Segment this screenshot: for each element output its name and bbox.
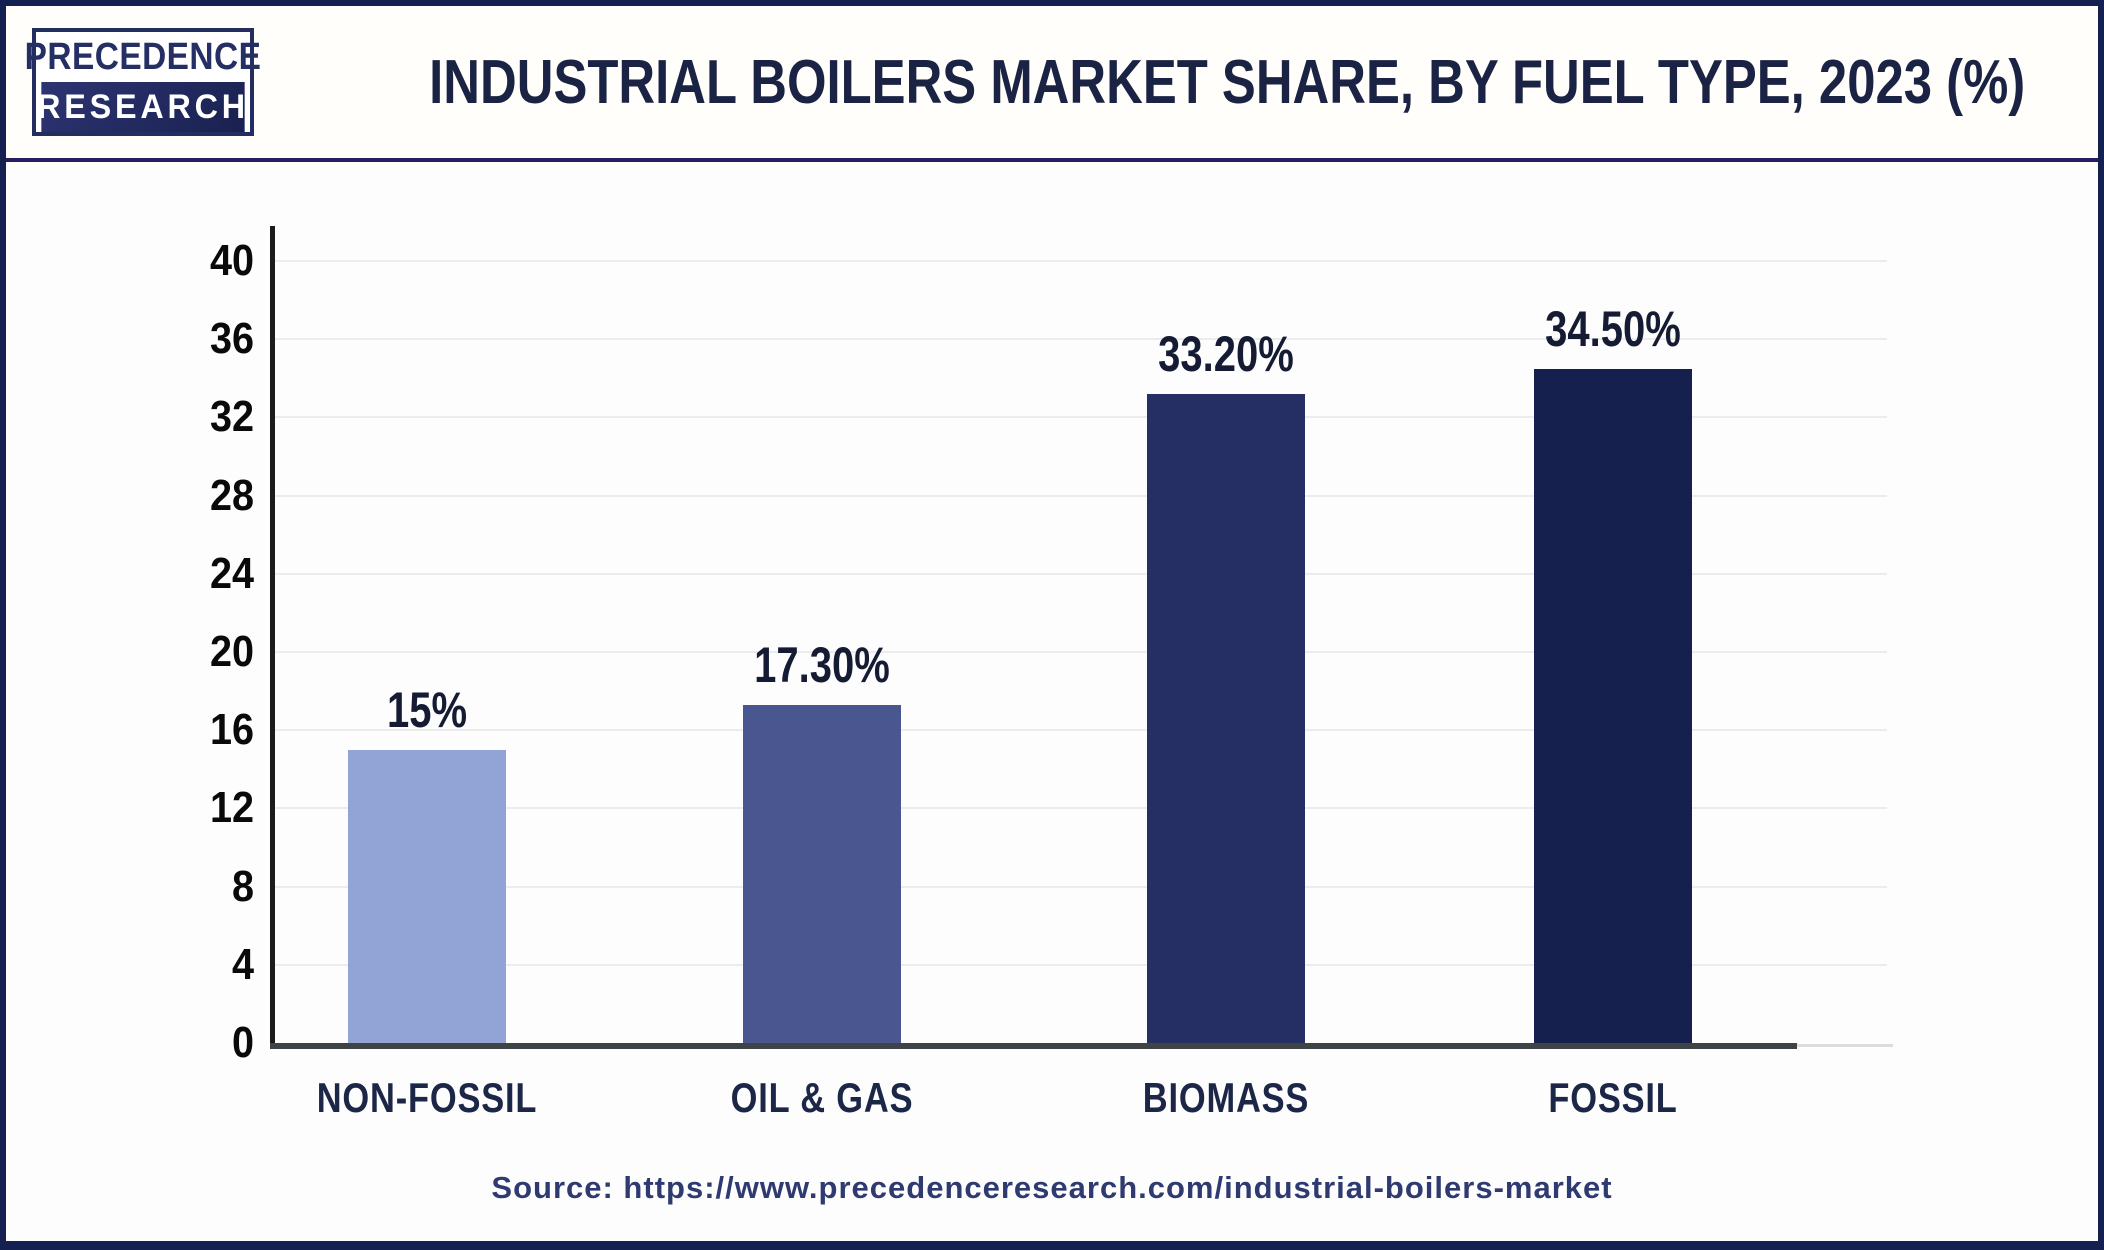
source-link[interactable]: Source: https://www.precedenceresearch.c… [491, 1170, 1613, 1205]
y-tick-40: 40 [209, 236, 254, 285]
title-wrap: INDUSTRIAL BOILERS MARKET SHARE, BY FUEL… [254, 47, 2098, 118]
gridline-8 [275, 885, 1887, 888]
x-label-fossil: FOSSIL [1548, 1074, 1678, 1121]
gridline-36 [275, 338, 1887, 341]
value-label-biomass: 33.20% [1158, 325, 1294, 382]
bar-fossil [1534, 368, 1692, 1043]
page-title: INDUSTRIAL BOILERS MARKET SHARE, BY FUEL… [429, 47, 2026, 117]
gridline-16 [275, 729, 1887, 732]
x-label-non-fossil: NON-FOSSIL [316, 1074, 538, 1121]
brand-logo-line1: PRECEDENCE [25, 32, 261, 82]
x-label-oil-gas: OIL & GAS [730, 1074, 914, 1121]
header-separator [6, 158, 2098, 162]
x-label-biomass: BIOMASS [1142, 1074, 1310, 1121]
gridline-24 [275, 572, 1887, 575]
gridline-4 [275, 963, 1887, 966]
x-axis-line [270, 1043, 1797, 1049]
y-tick-4: 4 [231, 939, 254, 989]
gridline-28 [275, 494, 1887, 497]
value-label-non-fossil: 15% [386, 681, 468, 738]
bar-oil-gas [743, 704, 901, 1043]
brand-logo: PRECEDENCE RESEARCH [25, 28, 261, 136]
y-tick-28: 28 [209, 470, 254, 520]
gridline-20 [275, 651, 1887, 653]
y-tick-16: 16 [209, 705, 254, 755]
bar-biomass [1147, 393, 1305, 1043]
gridline-32 [275, 416, 1887, 419]
y-tick-0: 0 [231, 1018, 254, 1067]
y-axis-line [270, 226, 275, 1049]
bar-non-fossil [348, 749, 506, 1043]
y-tick-36: 36 [209, 314, 254, 364]
y-tick-24: 24 [209, 548, 254, 598]
gridline-40 [275, 260, 1887, 262]
value-label-oil-gas: 17.30% [754, 636, 890, 693]
x-axis-extension [1797, 1044, 1893, 1047]
y-tick-12: 12 [209, 783, 254, 833]
plot-area: 0 4 8 12 16 20 24 28 32 36 40 15% NON-FOSSIL 17.30% OI… [6, 162, 2098, 1241]
gridline-12 [275, 807, 1887, 810]
header: PRECEDENCE RESEARCH INDUSTRIAL BOILERS M… [6, 6, 2098, 158]
y-tick-8: 8 [231, 861, 254, 911]
y-tick-20: 20 [209, 627, 254, 676]
chart-area: 0 4 8 12 16 20 24 28 32 36 40 15% NON-FOSSIL 17.30% OI… [6, 162, 2098, 1241]
y-tick-32: 32 [209, 392, 254, 442]
value-label-fossil: 34.50% [1545, 300, 1681, 357]
brand-logo-line2: RESEARCH [37, 82, 245, 132]
